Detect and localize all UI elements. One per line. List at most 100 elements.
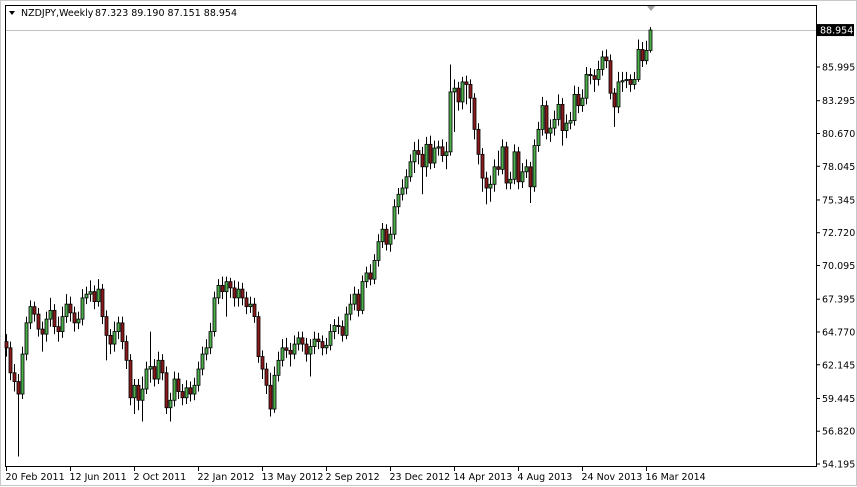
time-tick-label: 22 Jan 2012: [198, 472, 255, 483]
candle: [80, 289, 85, 326]
candle: [224, 276, 229, 317]
candle: [332, 319, 337, 340]
triangle-down-icon[interactable]: [9, 11, 15, 15]
candle-body-up: [296, 337, 301, 345]
candle: [180, 384, 185, 406]
candle-body-up: [620, 80, 625, 83]
candle: [76, 311, 81, 330]
candle-body-up: [520, 171, 525, 183]
candle: [12, 364, 17, 392]
candle-body-up: [312, 338, 317, 347]
candle: [136, 379, 141, 411]
candle: [204, 339, 209, 361]
candle: [28, 300, 33, 330]
time-tick-label: 13 May 2012: [262, 472, 324, 483]
candle: [420, 146, 425, 195]
candle: [212, 291, 217, 337]
candle: [96, 279, 101, 307]
candle-body-up: [408, 161, 413, 178]
candle-body-down: [608, 60, 613, 94]
candle: [88, 280, 93, 302]
price-tick-label: 72.720: [822, 228, 855, 239]
shift-marker-icon[interactable]: [647, 6, 655, 11]
candle-body-down: [640, 49, 645, 62]
candle: [636, 39, 641, 82]
candle-body-down: [176, 378, 181, 392]
price-tick-label: 64.770: [822, 327, 855, 338]
time-tick-label: 20 Feb 2011: [6, 472, 65, 483]
candle: [504, 141, 509, 190]
candle-body-down: [228, 281, 233, 289]
candle-body-down: [288, 349, 293, 355]
candle-body-down: [12, 372, 17, 382]
candle: [416, 139, 421, 165]
candle: [556, 94, 561, 126]
candle-body-down: [428, 143, 433, 164]
candle: [616, 71, 621, 114]
candle: [476, 123, 481, 165]
price-axis: 85.995 83.295 80.670 78.045 75.345 72.720 70.0…: [816, 63, 855, 471]
price-tick-label: 75.345: [822, 195, 855, 206]
candle: [544, 100, 549, 140]
symbol-label: NZDJPY,Weekly: [21, 8, 94, 19]
candle-body-down: [316, 338, 321, 342]
candle-body-up: [632, 79, 637, 85]
candle: [484, 171, 489, 205]
candle-body-up: [208, 331, 213, 349]
candle: [32, 301, 37, 322]
candle-body-down: [8, 347, 13, 374]
candle: [104, 310, 109, 361]
candle-body-up: [492, 166, 497, 185]
candle: [604, 49, 609, 69]
candle-body-down: [612, 92, 617, 108]
candle-body-up: [364, 272, 369, 283]
candle-body-up: [308, 346, 313, 355]
candle: [628, 74, 633, 92]
candle: [404, 169, 409, 195]
candle: [232, 280, 237, 307]
candle-body-up: [352, 293, 357, 305]
candle: [372, 254, 377, 285]
candle-body-up: [400, 187, 405, 195]
candle: [132, 379, 137, 415]
candle: [252, 297, 257, 323]
time-tick-label: 23 Dec 2012: [390, 472, 451, 483]
candle: [244, 291, 249, 315]
candle: [220, 276, 225, 300]
candle: [356, 289, 361, 317]
ohlc-values: 87.323 89.190 87.151 88.954: [95, 8, 237, 19]
candle-body-up: [280, 347, 285, 361]
candle-body-up: [132, 384, 137, 399]
candle-body-up: [204, 347, 209, 355]
candle-body-down: [472, 97, 477, 130]
candle: [440, 139, 445, 162]
candle-body-down: [592, 75, 597, 80]
time-tick-label: 12 Jun 2011: [70, 472, 127, 483]
candle: [568, 111, 573, 130]
candle-body-up: [140, 388, 145, 401]
candle-body-up: [276, 359, 281, 376]
candle: [164, 366, 169, 415]
candle: [364, 266, 369, 288]
time-axis: 20 Feb 2011 12 Jun 2011 2 Oct 2011 22 Jan 2…: [6, 466, 706, 483]
candle-body-down: [464, 81, 469, 85]
candle: [536, 121, 541, 152]
candle-body-up: [568, 120, 573, 124]
candle-body-up: [224, 281, 229, 293]
candle: [360, 275, 365, 315]
candle-body-down: [356, 293, 361, 311]
candle-body-up: [96, 288, 101, 303]
candle-body-down: [164, 372, 169, 409]
candle-body-up: [60, 316, 65, 333]
candle: [488, 175, 493, 202]
candle: [512, 144, 517, 185]
candle-body-down: [484, 177, 489, 189]
candle-body-down: [100, 288, 105, 318]
candle: [456, 81, 461, 111]
candle: [344, 306, 349, 340]
candle-body-down: [72, 312, 77, 324]
candle-body-up: [412, 150, 417, 163]
candle-body-up: [396, 193, 401, 208]
candle: [260, 350, 265, 380]
